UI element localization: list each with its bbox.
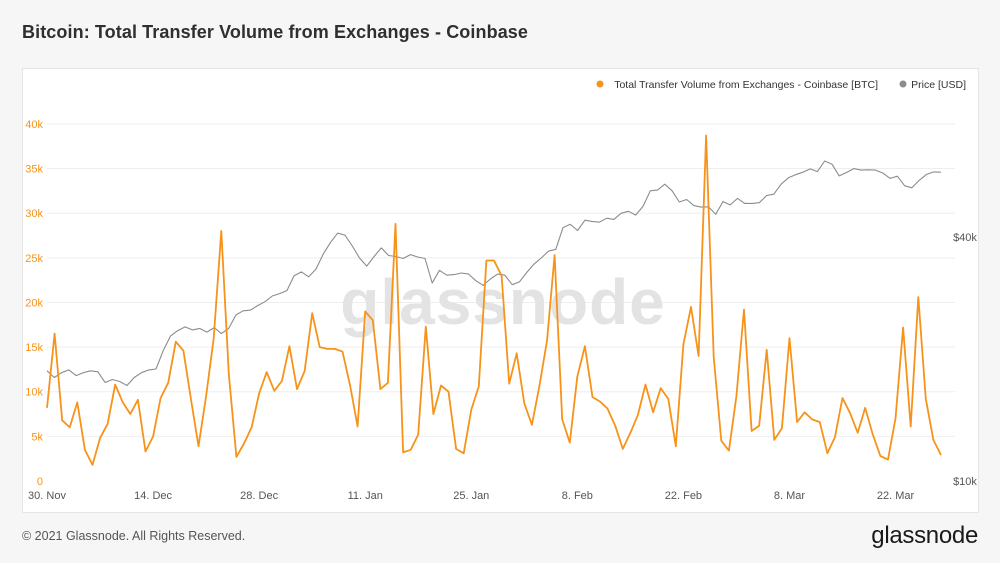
- y-left-tick-label: 15k: [25, 342, 43, 354]
- legend-marker-volume: [596, 80, 604, 88]
- chart-panel: glassnode 0 5k 10k 15k 20k 25k 30k 35k 40k $10k $40…: [22, 68, 979, 513]
- x-tick-label: 28. Dec: [240, 490, 278, 502]
- y-left-tick-label: 0: [37, 476, 43, 488]
- x-tick-label: 25. Jan: [453, 490, 489, 502]
- volume-series-line: [46, 134, 942, 466]
- glassnode-logo[interactable]: glassnode: [871, 522, 978, 549]
- x-tick-label: 11. Jan: [348, 490, 383, 502]
- chart[interactable]: glassnode05k10k15k20k25k30k35k40k$10k$40…: [23, 69, 978, 512]
- legend-marker-price: [899, 80, 907, 88]
- y-left-tick-label: 40k: [25, 119, 43, 131]
- x-tick-label: 14. Dec: [134, 490, 172, 502]
- y-left-tick-label: 35k: [25, 164, 43, 176]
- legend-label-volume: Total Transfer Volume from Exchanges - C…: [614, 79, 878, 91]
- y-left-tick-label: 20k: [25, 297, 43, 309]
- y-left-tick-label: 10k: [25, 387, 43, 399]
- x-tick-label: 8. Feb: [562, 490, 593, 502]
- y-right-tick-label: $40k: [953, 232, 977, 244]
- copyright-footer: © 2021 Glassnode. All Rights Reserved.: [22, 529, 246, 543]
- legend-label-price: Price [USD]: [911, 79, 966, 91]
- y-left-tick-label: 30k: [25, 208, 43, 220]
- y-right-tick-label: $10k: [953, 476, 977, 488]
- x-tick-label: 30. Nov: [28, 490, 66, 502]
- chart-title: Bitcoin: Total Transfer Volume from Exch…: [22, 22, 529, 42]
- price-series-line: [46, 160, 942, 387]
- x-tick-label: 22. Mar: [877, 490, 915, 502]
- x-tick-label: 8. Mar: [774, 490, 806, 502]
- x-tick-label: 22. Feb: [665, 490, 702, 502]
- y-left-tick-label: 5k: [31, 431, 43, 443]
- y-left-tick-label: 25k: [25, 253, 43, 265]
